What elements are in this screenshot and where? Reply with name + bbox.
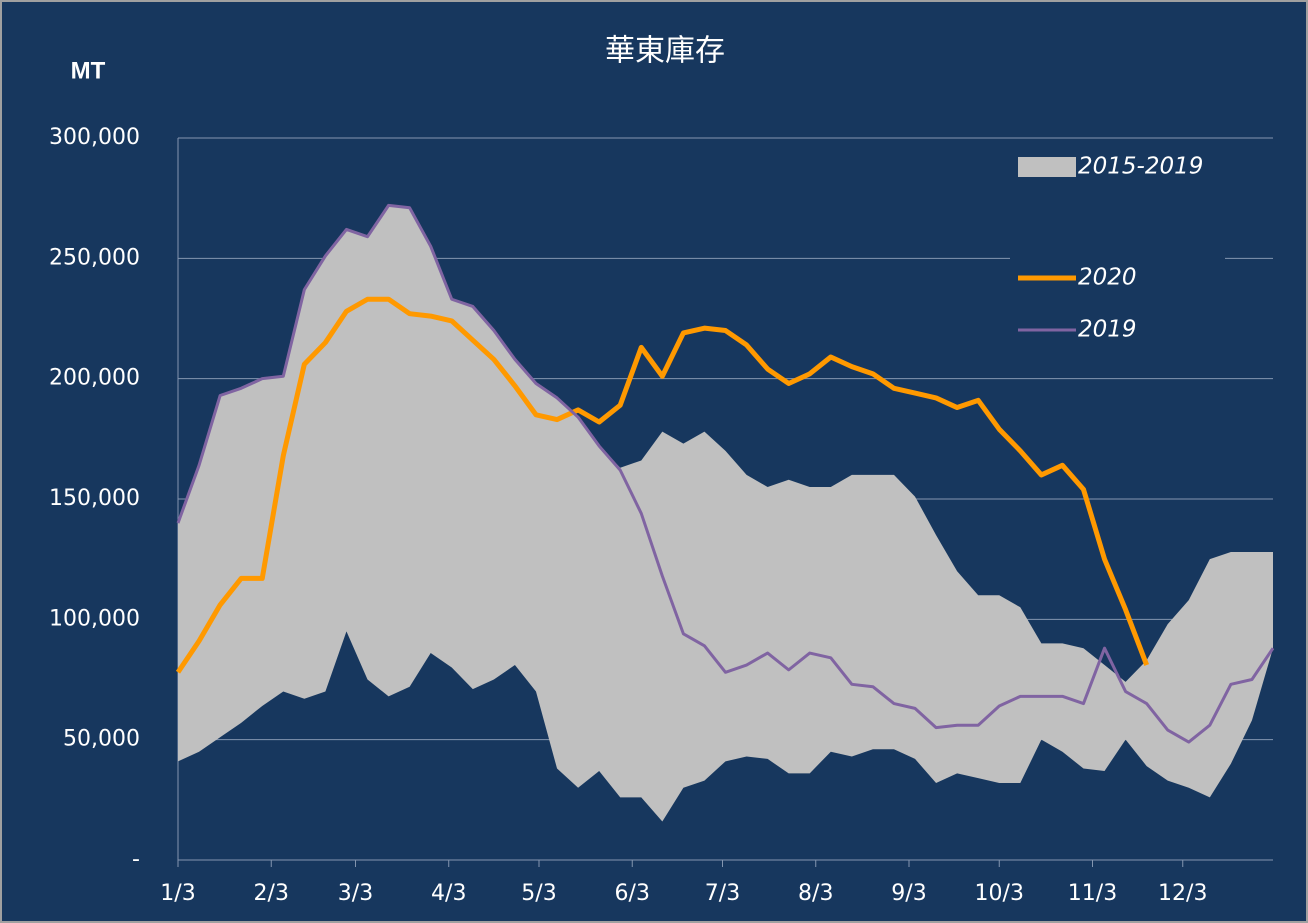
legend-label: 2019 <box>1078 317 1137 343</box>
legend-background <box>1010 145 1225 355</box>
y-tick-label: 100,000 <box>49 606 140 631</box>
x-tick-label: 9/3 <box>891 881 926 906</box>
x-tick-label: 11/3 <box>1068 881 1117 906</box>
legend-label: 2020 <box>1078 265 1137 291</box>
x-tick-label: 3/3 <box>338 881 373 906</box>
x-tick-label: 10/3 <box>975 881 1024 906</box>
x-tick-label: 6/3 <box>615 881 650 906</box>
x-tick-label: 2/3 <box>254 881 289 906</box>
range-area <box>178 205 1273 822</box>
y-tick-label: 150,000 <box>49 486 140 511</box>
y-tick-label: - <box>132 847 140 872</box>
x-tick-label: 12/3 <box>1158 881 1207 906</box>
x-tick-label: 1/3 <box>160 881 195 906</box>
legend-label: 2015-2019 <box>1078 154 1203 180</box>
y-axis-label: MT <box>71 57 106 84</box>
y-tick-label: 50,000 <box>63 727 140 752</box>
y-tick-label: 300,000 <box>49 125 140 150</box>
x-tick-label: 5/3 <box>521 881 556 906</box>
legend-swatch <box>1018 157 1076 177</box>
line-series <box>175 296 1149 674</box>
x-tick-label: 8/3 <box>798 881 833 906</box>
x-tick-label: 4/3 <box>431 881 466 906</box>
x-tick-label: 7/3 <box>705 881 740 906</box>
chart-title: 華東庫存 <box>605 34 725 69</box>
line-series <box>176 203 1275 744</box>
y-tick-label: 200,000 <box>49 366 140 391</box>
y-tick-label: 250,000 <box>49 245 140 270</box>
